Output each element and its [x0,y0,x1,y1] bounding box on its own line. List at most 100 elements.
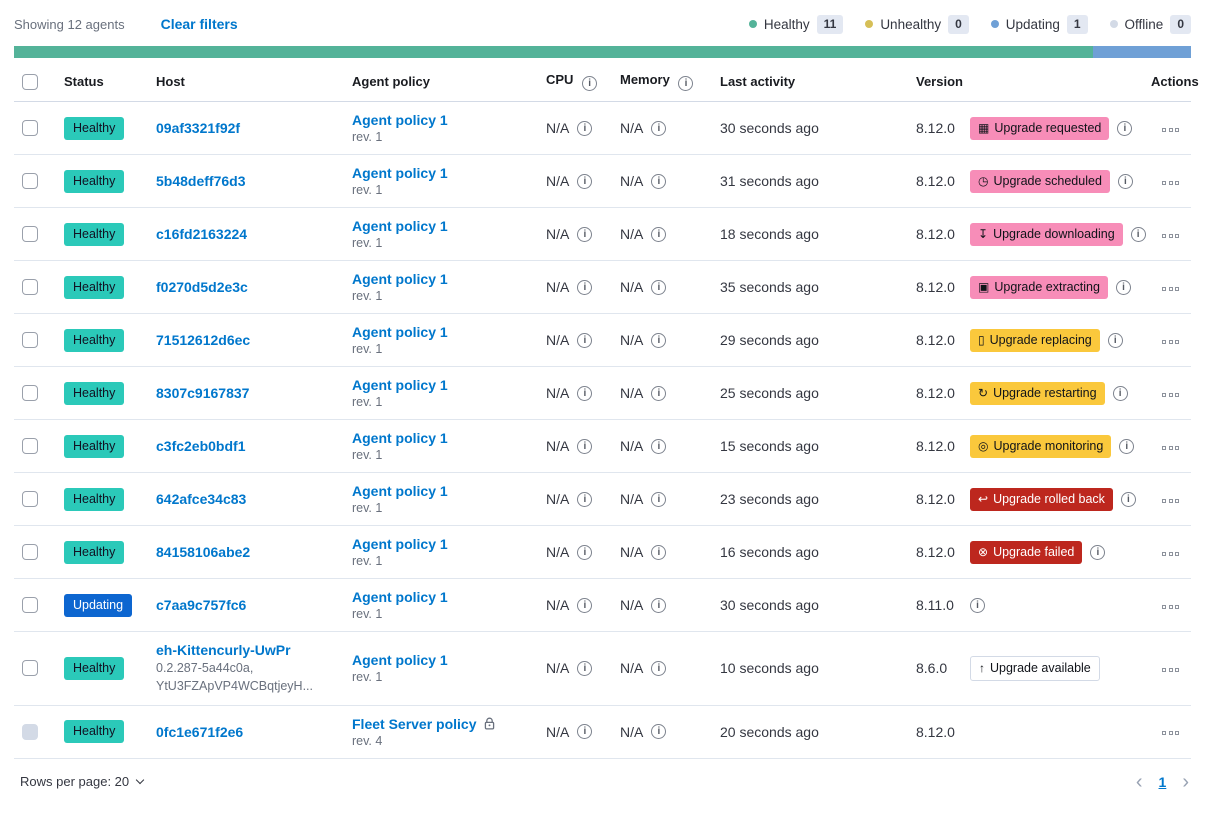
row-actions-button[interactable] [1160,725,1181,741]
last-activity: 23 seconds ago [720,491,819,507]
host-link[interactable]: 0fc1e671f2e6 [156,723,244,740]
agent-policy-link[interactable]: Agent policy 1 [352,377,448,393]
next-page-button[interactable]: › [1182,770,1189,793]
cpu-value: N/A [546,173,570,189]
cpu-info-icon[interactable]: i [577,279,593,295]
host-link[interactable]: 8307c9167837 [156,385,250,401]
upgrade-info-icon[interactable]: i [1115,279,1131,295]
upgrade-info-icon[interactable]: i [1112,385,1128,401]
host-link[interactable]: c7aa9c757fc6 [156,597,247,613]
row-checkbox[interactable] [22,491,38,507]
upgrade-info-icon[interactable]: i [1107,332,1123,348]
row-actions-button[interactable] [1160,662,1181,678]
host-link[interactable]: 84158106abe2 [156,544,251,560]
page-number-1[interactable]: 1 [1158,773,1167,790]
table-row: Healthy 8307c9167837 Agent policy 1 rev. 1 N… [14,366,1191,420]
agent-policy-link[interactable]: Fleet Server policy [352,715,477,732]
row-actions-button[interactable] [1160,546,1181,562]
memory-info-icon[interactable]: i [651,438,667,454]
memory-info-icon[interactable]: i [651,226,667,242]
memory-info-icon[interactable]: i [651,332,667,348]
agent-policy-link[interactable]: Agent policy 1 [352,430,448,446]
upgrade-info-icon[interactable]: i [1117,173,1133,189]
memory-info-icon[interactable]: i [651,173,667,189]
agent-policy-link[interactable]: Agent policy 1 [352,112,448,128]
cpu-info-icon[interactable]: i [577,660,593,676]
cpu-info-icon[interactable]: i [577,120,593,136]
cpu-info-icon[interactable]: i [577,226,593,242]
row-checkbox[interactable] [22,120,38,136]
row-checkbox[interactable] [22,173,38,189]
upgrade-info-icon[interactable]: i [1090,544,1106,560]
memory-header-info-icon[interactable]: i [678,76,694,91]
upgrade-info-icon[interactable]: i [1130,226,1146,242]
agent-policy-link[interactable]: Agent policy 1 [352,218,448,234]
row-checkbox[interactable] [22,385,38,401]
cpu-info-icon[interactable]: i [577,724,593,739]
memory-info-icon[interactable]: i [651,660,667,676]
agent-policy-link[interactable]: Agent policy 1 [352,271,448,287]
cpu-info-icon[interactable]: i [577,332,593,348]
host-link[interactable]: 642afce34c83 [156,491,247,507]
agent-policy-link[interactable]: Agent policy 1 [352,652,448,669]
upgrade-info-icon[interactable]: i [970,597,985,613]
agent-policy-link[interactable]: Agent policy 1 [352,589,448,605]
row-actions-button[interactable] [1160,493,1181,509]
row-checkbox[interactable] [22,332,38,348]
agent-policy-link[interactable]: Agent policy 1 [352,165,448,181]
memory-info-icon[interactable]: i [651,385,667,401]
row-checkbox[interactable] [22,597,38,613]
row-actions-button[interactable] [1160,387,1181,403]
cpu-info-icon[interactable]: i [577,438,593,454]
host-link[interactable]: 09af3321f92f [156,120,241,136]
host-link[interactable]: eh-Kittencurly-UwPr [156,642,291,658]
row-actions-button[interactable] [1160,175,1181,191]
agent-policy-link[interactable]: Agent policy 1 [352,324,448,340]
previous-page-button[interactable]: ‹ [1135,770,1143,793]
legend-count: 11 [816,14,844,34]
host-link[interactable]: 5b48deff76d3 [156,173,246,189]
memory-info-icon[interactable]: i [651,597,667,613]
status-dot-unhealthy [865,20,874,28]
host-link[interactable]: c3fc2eb0bdf1 [156,438,246,454]
row-actions-button[interactable] [1160,281,1181,297]
cpu-info-icon[interactable]: i [577,597,593,613]
host-link[interactable]: f0270d5d2e3c [156,279,248,295]
cpu-info-icon[interactable]: i [577,385,593,401]
row-checkbox[interactable] [22,544,38,560]
row-actions-button[interactable] [1160,440,1181,456]
agent-policy-link[interactable]: Agent policy 1 [352,536,448,552]
row-checkbox[interactable] [22,226,38,242]
row-checkbox[interactable] [22,438,38,454]
cpu-header-info-icon[interactable]: i [582,76,598,91]
upgrade-info-icon[interactable]: i [1120,491,1136,507]
memory-info-icon[interactable]: i [651,544,667,560]
cpu-info-icon[interactable]: i [577,491,593,507]
status-badge: Healthy [64,116,125,140]
boxes-horizontal-icon [1162,551,1166,556]
row-actions-button[interactable] [1160,334,1181,350]
row-checkbox[interactable] [22,279,38,295]
clear-filters-link[interactable]: Clear filters [160,16,238,32]
memory-info-icon[interactable]: i [651,279,667,295]
select-all-checkbox[interactable] [22,73,38,90]
cpu-info-icon[interactable]: i [577,544,593,560]
memory-value: N/A [620,279,644,295]
memory-info-icon[interactable]: i [651,724,667,739]
upgrade-info-icon[interactable]: i [1119,438,1135,454]
status-badge: Healthy [64,656,125,680]
cpu-info-icon[interactable]: i [577,173,593,189]
memory-info-icon[interactable]: i [651,491,667,507]
memory-info-icon[interactable]: i [651,120,667,136]
host-link[interactable]: c16fd2163224 [156,226,248,242]
memory-value: N/A [620,491,644,507]
row-actions-button[interactable] [1160,228,1181,244]
agent-policy-link[interactable]: Agent policy 1 [352,483,448,499]
upgrade-info-icon[interactable]: i [1117,120,1133,136]
row-actions-button[interactable] [1160,599,1181,615]
row-actions-button[interactable] [1160,122,1181,138]
rows-per-page-button[interactable]: Rows per page: 20 [14,773,149,790]
row-checkbox[interactable] [22,660,38,677]
host-link[interactable]: 71512612d6ec [156,332,251,348]
column-header-host: Host [148,62,344,102]
